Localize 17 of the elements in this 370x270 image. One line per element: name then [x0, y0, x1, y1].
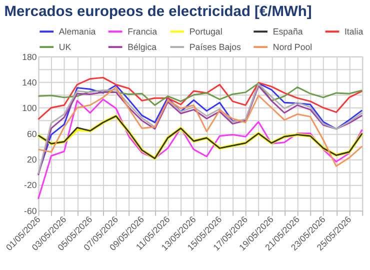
legend-label: España: [272, 26, 303, 37]
y-tick-label: -60: [24, 206, 37, 216]
y-tick-label: 140: [22, 77, 37, 88]
legend-label: Nord Pool: [272, 42, 312, 52]
y-tick-label: 100: [22, 103, 37, 114]
chart-title: Mercados europeos de electricidad [€/MWh]: [4, 4, 312, 20]
legend-label: Italia: [344, 26, 364, 37]
legend-label: Bélgica: [128, 42, 157, 52]
y-tick-label: -20: [24, 180, 37, 190]
legend-label: UK: [58, 42, 72, 52]
legend-label: Alemania: [58, 26, 96, 37]
y-tick-label: 180: [22, 52, 37, 62]
y-tick-label: 20: [26, 154, 37, 165]
legend-label: Portugal: [189, 26, 222, 37]
legend-label: Países Bajos: [189, 42, 242, 52]
y-tick-label: 60: [26, 128, 37, 139]
legend-label: Francia: [128, 26, 158, 37]
